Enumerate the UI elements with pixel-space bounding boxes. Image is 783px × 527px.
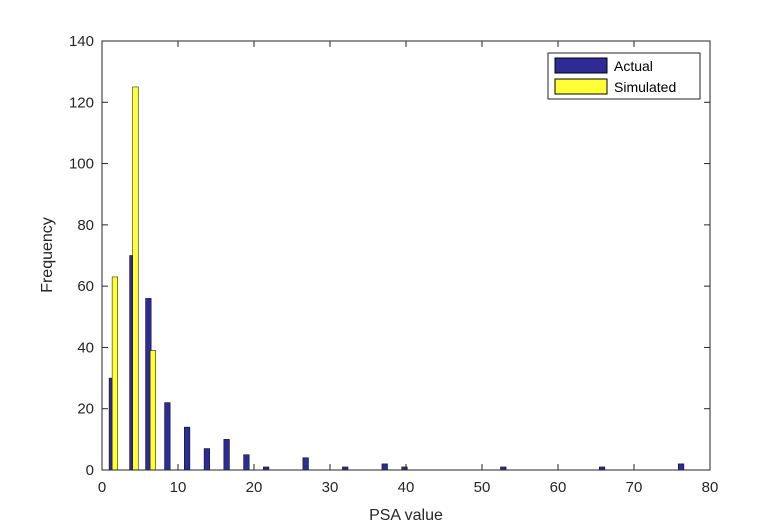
- x-tick-label-8: 80: [702, 479, 719, 496]
- bar-actual-14: [381, 463, 388, 471]
- bar-actual-3: [164, 402, 171, 471]
- y-tick-label-2: 40: [77, 339, 94, 356]
- x-tick-label-2: 20: [246, 479, 263, 496]
- bar-actual-7: [243, 454, 250, 471]
- legend-label-actual: Actual: [614, 58, 653, 74]
- x-tick-label-0: 0: [98, 479, 106, 496]
- y-tick-label-5: 100: [69, 156, 94, 173]
- x-tick-label-6: 60: [550, 479, 567, 496]
- y-tick-label-3: 60: [77, 278, 94, 295]
- y-tick-label-4: 80: [77, 217, 94, 234]
- x-tick-label-7: 70: [626, 479, 643, 496]
- legend-swatch-simulated: [554, 78, 608, 95]
- bar-actual-29: [678, 463, 685, 471]
- y-tick-label-1: 20: [77, 401, 94, 418]
- x-tick-label-4: 40: [398, 479, 415, 496]
- bar-actual-10: [302, 457, 309, 471]
- bar-actual-6: [223, 439, 230, 471]
- plot-area: [102, 41, 710, 470]
- bars-layer: [108, 86, 685, 471]
- y-tick-label-7: 140: [69, 33, 94, 50]
- x-axis-label: PSA value: [369, 507, 443, 524]
- bar-actual-4: [184, 426, 191, 471]
- bar-simulated-0: [111, 276, 118, 471]
- y-tick-label-6: 120: [69, 94, 94, 111]
- legend-swatch-actual: [554, 57, 608, 74]
- y-tick-label-0: 0: [86, 462, 94, 479]
- bar-actual-5: [203, 448, 210, 471]
- bar-simulated-2: [149, 350, 156, 471]
- legend-label-simulated: Simulated: [614, 79, 676, 95]
- x-tick-label-1: 10: [170, 479, 187, 496]
- x-tick-label-3: 30: [322, 479, 339, 496]
- legend: Actual Simulated: [547, 52, 701, 100]
- y-axis-label: Frequency: [39, 217, 56, 293]
- ticks-layer: 0 10 20 30 40 50 60 70 80 0 20 40 60 80 100 120 140: [69, 33, 718, 496]
- x-tick-label-5: 50: [474, 479, 491, 496]
- bar-simulated-1: [132, 86, 139, 471]
